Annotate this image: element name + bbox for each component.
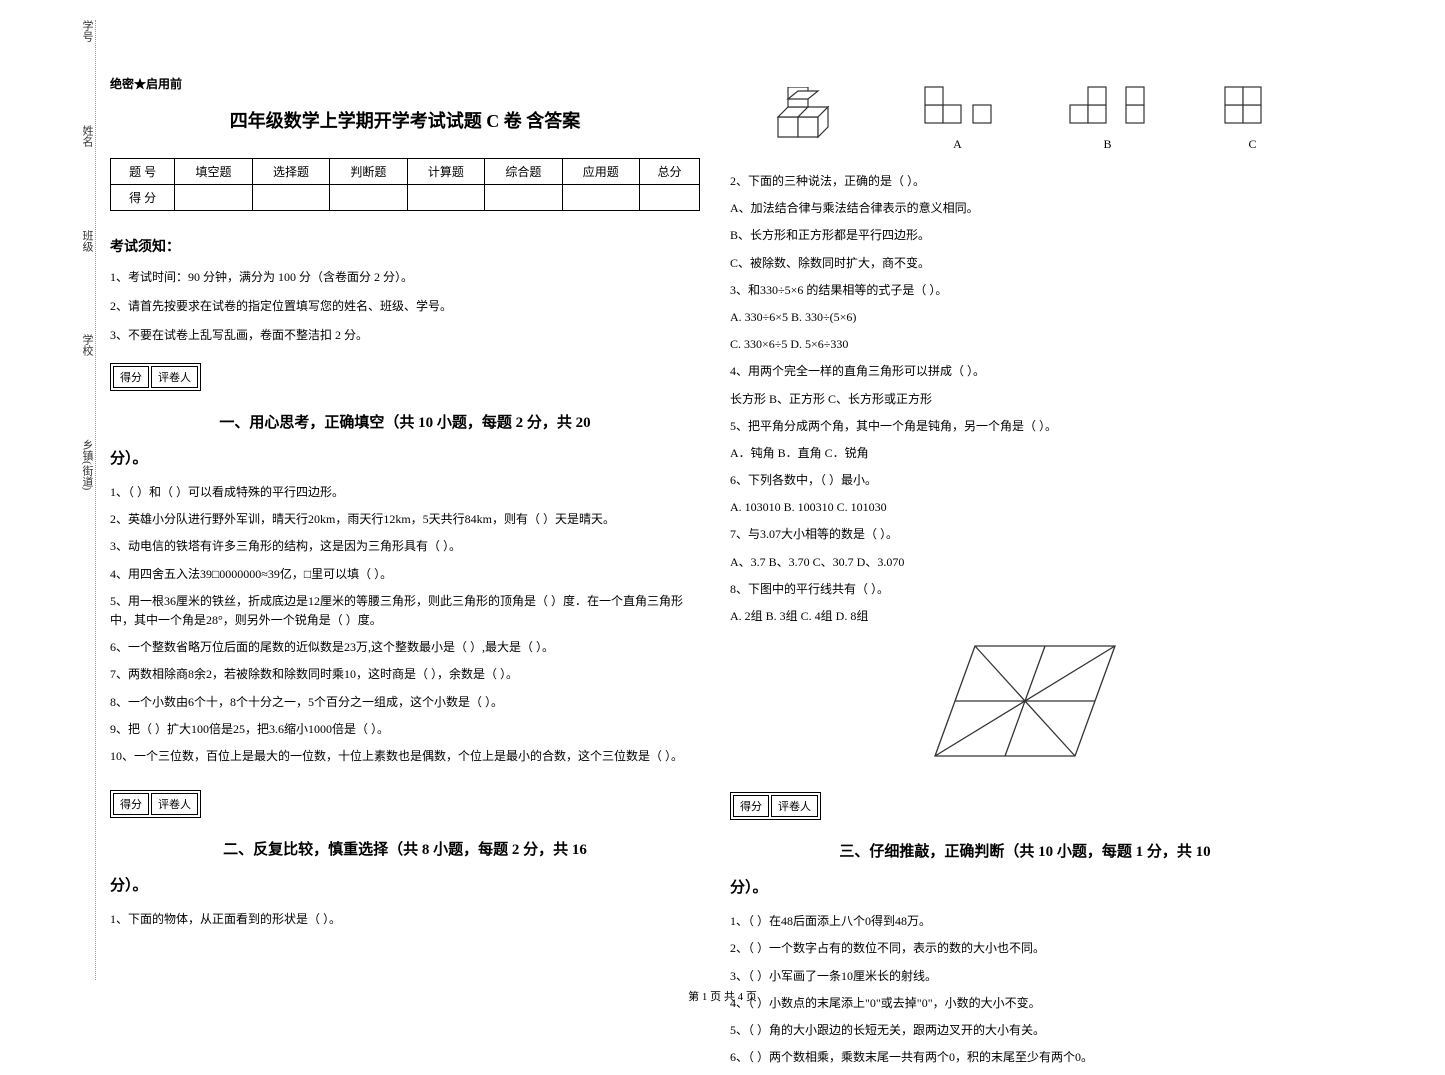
table-cell (562, 185, 639, 211)
part3-title: 三、仔细推敲，正确判断（共 10 小题，每题 1 分，共 10 (730, 840, 1320, 861)
question: 1、（ ）和（ ）可以看成特殊的平行四边形。 (110, 483, 700, 502)
question-option: A. 2组 B. 3组 C. 4组 D. 8组 (730, 607, 1320, 626)
table-header: 题 号 (111, 159, 175, 185)
table-header: 计算题 (407, 159, 484, 185)
part1-title-b: 分）。 (110, 447, 700, 468)
question: 2、英雄小分队进行野外军训，晴天行20km，雨天行12km，5天共行84km，则… (110, 510, 700, 529)
margin-label: 班级 (79, 230, 95, 252)
question-option: A. 103010 B. 100310 C. 101030 (730, 498, 1320, 517)
question: 8、一个小数由6个十，8个十分之一，5个百分之一组成，这个小数是（ ）。 (110, 693, 700, 712)
part2-title-b: 分）。 (110, 874, 700, 895)
question-option: 长方形 B、正方形 C、长方形或正方形 (730, 390, 1320, 409)
notice-item: 2、请首先按要求在试卷的指定位置填写您的姓名、班级、学号。 (110, 297, 700, 314)
table-cell (407, 185, 484, 211)
seal-line (95, 20, 96, 980)
confidential-label: 绝密★启用前 (110, 75, 700, 92)
scorer-label: 评卷人 (151, 366, 198, 388)
question: 4、用四舍五入法39□0000000≈39亿，□里可以填（ ）。 (110, 565, 700, 584)
scorer-label: 评卷人 (151, 793, 198, 815)
option-b-shape: B (1068, 85, 1148, 152)
parallelogram-diagram (915, 636, 1135, 766)
margin-label: 乡镇(街道) (79, 439, 95, 490)
question: 4、用两个完全一样的直角三角形可以拼成（ ）。 (730, 362, 1320, 381)
table-header: 总分 (640, 159, 700, 185)
table-header: 判断题 (330, 159, 407, 185)
question: 2、下面的三种说法，正确的是（ ）。 (730, 172, 1320, 191)
table-cell (485, 185, 562, 211)
part1-title: 一、用心思考，正确填空（共 10 小题，每题 2 分，共 20 (110, 411, 700, 432)
table-cell (640, 185, 700, 211)
table-cell (252, 185, 329, 211)
part3-title-b: 分）。 (730, 876, 1320, 897)
notice-item: 3、不要在试卷上乱写乱画，卷面不整洁扣 2 分。 (110, 326, 700, 343)
question: 6、下列各数中，（ ）最小。 (730, 471, 1320, 490)
question: 2、（ ）一个数字占有的数位不同，表示的数的大小也不同。 (730, 939, 1320, 958)
exam-page: 绝密★启用前 四年级数学上学期开学考试试题 C 卷 含答案 题 号 填空题 选择… (110, 75, 1410, 1075)
squares-icon (1223, 85, 1283, 125)
margin-label: 姓名 (79, 125, 95, 147)
question: 1、（ ）在48后面添上八个0得到48万。 (730, 912, 1320, 931)
option-label: C (1223, 137, 1283, 152)
question-option: A. 330÷6×5 B. 330÷(5×6) (730, 308, 1320, 327)
scorer-box: 得分 评卷人 (110, 363, 201, 391)
question: 8、下图中的平行线共有（ ）。 (730, 580, 1320, 599)
question: 3、动电信的铁塔有许多三角形的结构，这是因为三角形具有（ ）。 (110, 537, 700, 556)
question-option: B、长方形和正方形都是平行四边形。 (730, 226, 1320, 245)
question: 3、和330÷5×6 的结果相等的式子是（ ）。 (730, 281, 1320, 300)
question: 5、（ ）角的大小跟边的长短无关，跟两边叉开的大小有关。 (730, 1021, 1320, 1040)
question: 1、下面的物体，从正面看到的形状是（ ）。 (110, 910, 700, 929)
table-cell (175, 185, 252, 211)
option-a-shape: A (923, 85, 993, 152)
question: 3、（ ）小军画了一条10厘米长的射线。 (730, 967, 1320, 986)
notice-item: 1、考试时间：90 分钟，满分为 100 分（含卷面分 2 分）。 (110, 268, 700, 285)
margin-label: 学校 (79, 334, 95, 356)
exam-title: 四年级数学上学期开学考试试题 C 卷 含答案 (110, 107, 700, 133)
table-row-label: 得 分 (111, 185, 175, 211)
question: 10、一个三位数，百位上是最大的一位数，十位上素数也是偶数，个位上是最小的合数，… (110, 747, 700, 766)
table-header: 选择题 (252, 159, 329, 185)
option-label: B (1068, 137, 1148, 152)
left-column: 绝密★启用前 四年级数学上学期开学考试试题 C 卷 含答案 题 号 填空题 选择… (110, 75, 700, 1075)
squares-icon (1068, 85, 1148, 125)
question-option: C、被除数、除数同时扩大，商不变。 (730, 254, 1320, 273)
question: 9、把（ ）扩大100倍是25，把3.6缩小1000倍是（ ）。 (110, 720, 700, 739)
part1-questions: 1、（ ）和（ ）可以看成特殊的平行四边形。 2、英雄小分队进行野外军训，晴天行… (110, 483, 700, 766)
part2-q1: 1、下面的物体，从正面看到的形状是（ ）。 (110, 910, 700, 929)
notice-heading: 考试须知： (110, 236, 700, 256)
question: 7、与3.07大小相等的数是（ ）。 (730, 525, 1320, 544)
question: 7、两数相除商8余2，若被除数和除数同时乘10，这时商是（ ），余数是（ ）。 (110, 665, 700, 684)
binding-margin: 学号 姓名 班级 学校 乡镇(街道) (40, 20, 95, 980)
scorer-label: 得分 (113, 366, 149, 388)
score-summary-table: 题 号 填空题 选择题 判断题 计算题 综合题 应用题 总分 得 分 (110, 158, 700, 211)
question-option: A．钝角 B．直角 C．锐角 (730, 444, 1320, 463)
table-cell (330, 185, 407, 211)
option-c-shape: C (1223, 85, 1283, 152)
notice-list: 1、考试时间：90 分钟，满分为 100 分（含卷面分 2 分）。 2、请首先按… (110, 268, 700, 343)
question: 5、用一根36厘米的铁丝，折成底边是12厘米的等腰三角形，则此三角形的顶角是（ … (110, 592, 700, 630)
question: 6、（ ）两个数相乘，乘数末尾一共有两个0，积的末尾至少有两个0。 (730, 1048, 1320, 1067)
right-column: A B (730, 75, 1320, 1075)
scorer-label: 得分 (733, 795, 769, 817)
margin-label: 学号 (79, 20, 95, 42)
squares-icon (923, 85, 993, 125)
scorer-label: 评卷人 (771, 795, 818, 817)
page-footer: 第 1 页 共 4 页 (0, 988, 1445, 1004)
question-option: A、3.7 B、3.70 C、30.7 D、3.070 (730, 553, 1320, 572)
cube-3d-shape (768, 87, 848, 151)
part2-questions-right: 2、下面的三种说法，正确的是（ ）。 A、加法结合律与乘法结合律表示的意义相同。… (730, 172, 1320, 626)
part2-title: 二、反复比较，慎重选择（共 8 小题，每题 2 分，共 16 (110, 838, 700, 859)
cubes-icon (768, 87, 848, 147)
scorer-label: 得分 (113, 793, 149, 815)
question: 6、一个整数省略万位后面的尾数的近似数是23万,这个整数最小是（ ）,最大是（ … (110, 638, 700, 657)
scorer-box: 得分 评卷人 (110, 790, 201, 818)
option-label: A (923, 137, 993, 152)
shapes-row: A B (730, 85, 1320, 152)
question: 5、把平角分成两个角，其中一个角是钝角，另一个角是（ ）。 (730, 417, 1320, 436)
table-header: 应用题 (562, 159, 639, 185)
question-option: C. 330×6÷5 D. 5×6÷330 (730, 335, 1320, 354)
table-header: 综合题 (485, 159, 562, 185)
table-header: 填空题 (175, 159, 252, 185)
scorer-box: 得分 评卷人 (730, 792, 821, 820)
question-option: A、加法结合律与乘法结合律表示的意义相同。 (730, 199, 1320, 218)
